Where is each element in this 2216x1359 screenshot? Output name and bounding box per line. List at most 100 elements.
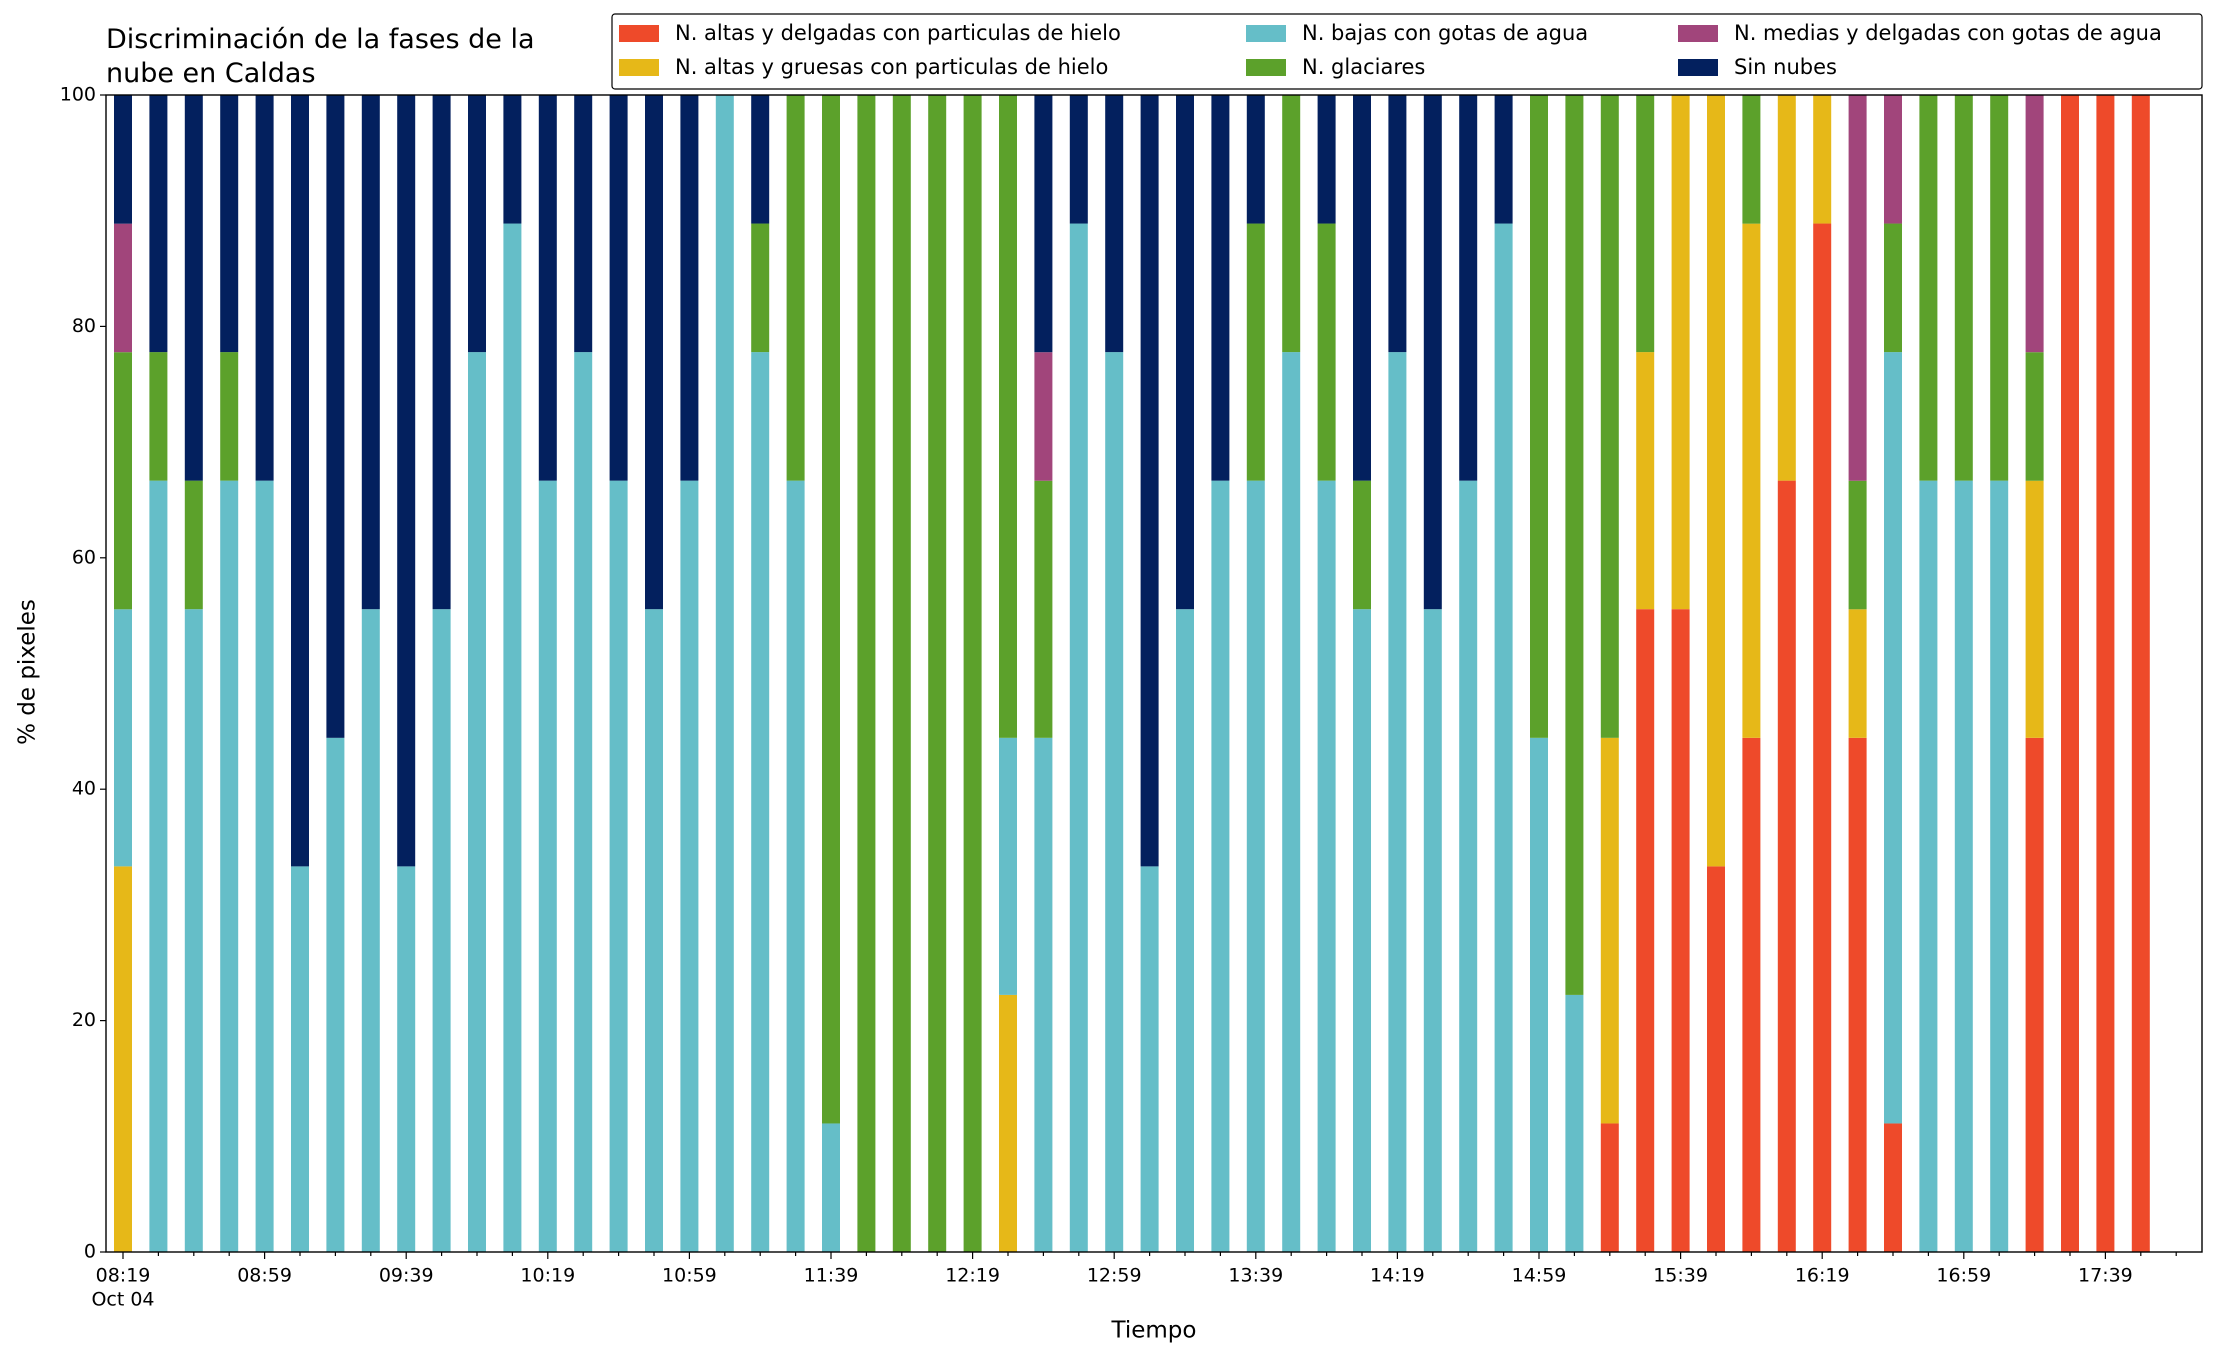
bar-segment [503,223,522,1252]
bar-segment [751,352,770,1252]
bar-segment [1388,352,1407,1252]
bar-segment [786,95,805,481]
bar-segment [114,223,132,353]
bar-segment [1742,95,1761,224]
x-tick-label: 16:59 [1936,1265,1991,1287]
bar-segment [114,352,132,610]
bar-segment [1246,95,1265,224]
legend-label: N. bajas con gotas de agua [1302,21,1588,45]
x-tick-label: 14:59 [1512,1265,1567,1287]
bar-segment [1034,737,1053,1252]
bar-segment [255,480,274,1252]
bar-segment [715,95,734,1252]
x-tick-label: 12:19 [945,1265,1000,1287]
bar-segment [1671,95,1690,610]
bar-segment [609,480,628,1252]
x-axis-label: Tiempo [1111,1318,1197,1344]
bar-segment [1884,1123,1902,1252]
bar-segment [928,95,947,1252]
bar-segment [1353,95,1371,481]
bar-segment [1954,480,1973,1252]
bar-segment [1176,609,1194,1252]
legend-label: N. altas y delgadas con particulas de hi… [675,21,1121,45]
bar-segment [1317,95,1336,224]
legend-swatch [619,25,659,42]
bar-segment [184,480,203,610]
bar-segment [1459,480,1478,1252]
bar-segment [2131,95,2150,1252]
x-tick-label: 09:39 [379,1265,434,1287]
chart-title: Discriminación de la fases de la nube en … [106,24,535,89]
bar-segment [645,609,663,1252]
bar-segment [2061,95,2079,1252]
legend-swatch [1678,25,1718,42]
bar-segment [220,95,239,353]
bar-segment [397,95,416,867]
bar-segment [1707,95,1725,867]
bar-segment [361,95,380,610]
bar-segment [1388,95,1407,353]
legend-label: Sin nubes [1734,55,1837,79]
bar-segment [468,95,486,353]
bar-segment [1848,480,1867,610]
y-tick-label: 60 [72,546,96,568]
bar-segment [999,737,1017,995]
bar-segment [1671,609,1690,1252]
bar-segment [432,609,451,1252]
y-tick-label: 0 [84,1241,96,1263]
bar-segment [326,95,345,738]
bar-segment [538,480,557,1252]
bar-segment [184,609,203,1252]
bar-segment [1176,95,1194,610]
bar-segment [1848,95,1867,481]
bar-segment [1069,95,1088,224]
bar-segment [1105,352,1124,1252]
bar-segment [1813,223,1832,1252]
bar-segment [999,994,1017,1252]
bar-segment [184,95,203,481]
bar-segment [1423,609,1442,1252]
bar-segment [114,95,132,224]
bar-segment [1636,609,1655,1252]
bar-segment [149,352,168,481]
plot-frame [105,94,2203,1253]
bar-segment [999,95,1017,738]
x-sublabel: Oct 04 [91,1289,154,1311]
legend-label: N. altas y gruesas con particulas de hie… [675,55,1108,79]
bar-segment [1565,95,1584,995]
bar-segment [2096,95,2115,1252]
bar-segment [1069,223,1088,1252]
bar-segment [114,866,132,1252]
legend-box [611,13,2203,90]
bar-segment [1034,480,1053,738]
bar-segment [2025,95,2044,353]
bar-segment [1317,480,1336,1252]
bar-segment [1246,223,1265,481]
bar-segment [1884,223,1902,353]
bar-segment [1777,95,1796,481]
x-tick-label: 11:39 [804,1265,859,1287]
bar-segment [1954,95,1973,481]
bar-segment [1494,223,1513,1252]
bar-segment [2025,737,2044,1252]
x-tick-label: 10:19 [520,1265,575,1287]
bar-segment [2025,480,2044,738]
y-tick-label: 100 [60,84,96,106]
bar-segment [1459,95,1478,481]
y-tick-label: 20 [72,1009,96,1031]
bar-segment [1636,352,1655,610]
bar-segment [574,95,593,353]
bar-segment [680,95,699,481]
bar-segment [1140,95,1159,867]
bar-segment [963,95,982,1252]
bar-segment [1353,609,1371,1252]
bar-segment [1848,737,1867,1252]
bar-segment [1317,223,1336,481]
legend-swatch [1678,59,1718,76]
bar-segment [1742,223,1761,738]
y-tick-label: 40 [72,778,96,800]
bar-segment [1282,352,1301,1252]
bar-segment [1105,95,1124,353]
